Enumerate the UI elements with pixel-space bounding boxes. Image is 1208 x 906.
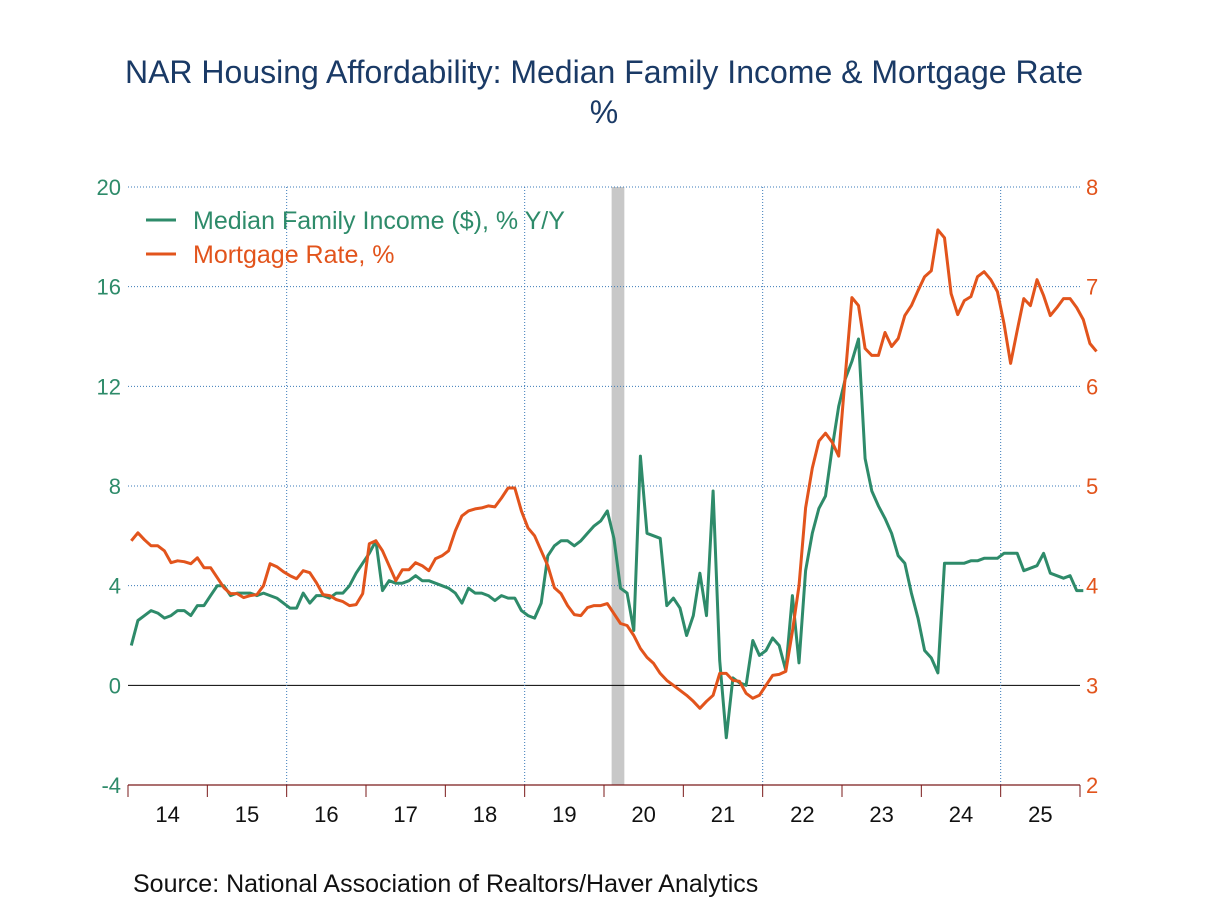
- legend-label-mortgage: Mortgage Rate, %: [193, 241, 395, 269]
- legend: Median Family Income ($), % Y/Y Mortgage…: [146, 207, 565, 269]
- source-note: Source: National Association of Realtors…: [133, 870, 759, 898]
- left-axis-tick-label: 8: [109, 474, 121, 499]
- grid-lines: [128, 186, 1080, 785]
- x-axis-tick-label: 19: [552, 802, 576, 827]
- left-axis-tick-label: 12: [97, 374, 121, 399]
- legend-label-income: Median Family Income ($), % Y/Y: [193, 207, 565, 235]
- x-axis-tick-label: 25: [1028, 802, 1052, 827]
- x-axis-tick-label: 17: [393, 802, 417, 827]
- chart-subtitle: %: [589, 94, 619, 130]
- left-axis-tick-label: 20: [97, 175, 121, 200]
- right-axis-tick-label: 6: [1086, 374, 1098, 399]
- chart-title: NAR Housing Affordability: Median Family…: [124, 54, 1084, 90]
- right-axis-tick-label: 2: [1086, 773, 1098, 798]
- right-axis-tick-label: 4: [1086, 574, 1098, 599]
- series-line-mortgage-rate: [130, 228, 1098, 710]
- series-line-median-family-income: [129, 337, 1084, 740]
- x-axis-tick-label: 24: [949, 802, 973, 827]
- x-axis-tick-label: 14: [155, 802, 179, 827]
- x-axis-tick-label: 20: [631, 802, 655, 827]
- right-axis-tick-label: 5: [1086, 474, 1098, 499]
- x-axis-tick-label: 21: [711, 802, 735, 827]
- left-axis-tick-label: 16: [97, 275, 121, 300]
- series-lines: [129, 228, 1098, 740]
- x-axis-tick-label: 16: [314, 802, 338, 827]
- left-axis-tick-label: 4: [109, 574, 121, 599]
- left-axis-tick-label: 0: [109, 673, 121, 698]
- x-axis-tick-label: 22: [790, 802, 814, 827]
- right-axis-tick-label: 8: [1086, 175, 1098, 200]
- x-axis-tick-label: 15: [235, 802, 259, 827]
- right-axis-tick-label: 7: [1086, 275, 1098, 300]
- left-axis-tick-label: -4: [101, 773, 121, 798]
- right-axis-tick-label: 3: [1086, 673, 1098, 698]
- x-axis-tick-label: 18: [473, 802, 497, 827]
- x-axis-tick-label: 23: [869, 802, 893, 827]
